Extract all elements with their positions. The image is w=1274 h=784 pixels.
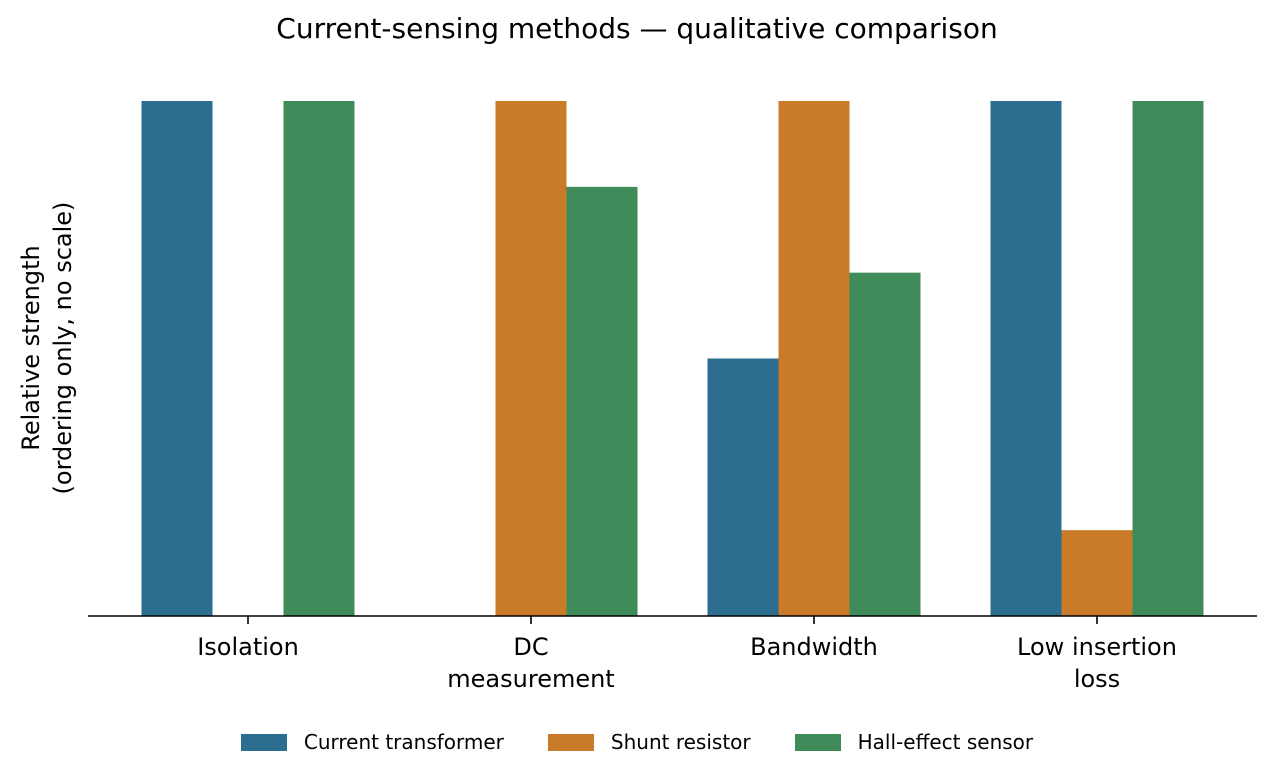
legend-label: Current transformer bbox=[303, 730, 504, 754]
x-tick-label: Low insertion loss bbox=[1017, 633, 1177, 693]
legend-label: Shunt resistor bbox=[610, 730, 751, 754]
bar-0-0 bbox=[141, 101, 213, 616]
legend-item: Current transformer bbox=[240, 730, 504, 754]
bar-0-3 bbox=[990, 101, 1062, 616]
bar-2-1 bbox=[566, 186, 638, 617]
bar-2-3 bbox=[1132, 101, 1204, 616]
legend-swatch bbox=[547, 733, 594, 751]
x-ticks-layer: Isolation DC measurement Bandwidth Low inser… bbox=[197, 616, 1177, 693]
legend-item: Hall-effect sensor bbox=[794, 730, 1034, 754]
x-tick-label: DC measurement bbox=[447, 633, 614, 693]
legend-swatch bbox=[240, 733, 287, 751]
bar-1-1 bbox=[495, 101, 567, 616]
bar-2-0 bbox=[283, 101, 355, 616]
legend-label: Hall-effect sensor bbox=[857, 730, 1034, 754]
legend: Current transformer Shunt resistor Hall-ef… bbox=[0, 730, 1274, 754]
bar-1-2 bbox=[778, 101, 850, 616]
x-tick-label: Bandwidth bbox=[750, 633, 878, 661]
bar-0-2 bbox=[707, 358, 779, 616]
chart-title: Current-sensing methods — qualitative co… bbox=[276, 12, 998, 45]
legend-item: Shunt resistor bbox=[547, 730, 751, 754]
bar-1-3 bbox=[1061, 530, 1133, 616]
x-tick-label: Isolation bbox=[197, 633, 299, 661]
bars-layer bbox=[141, 101, 1204, 617]
bar-2-2 bbox=[849, 272, 921, 616]
legend-swatch bbox=[794, 733, 841, 751]
